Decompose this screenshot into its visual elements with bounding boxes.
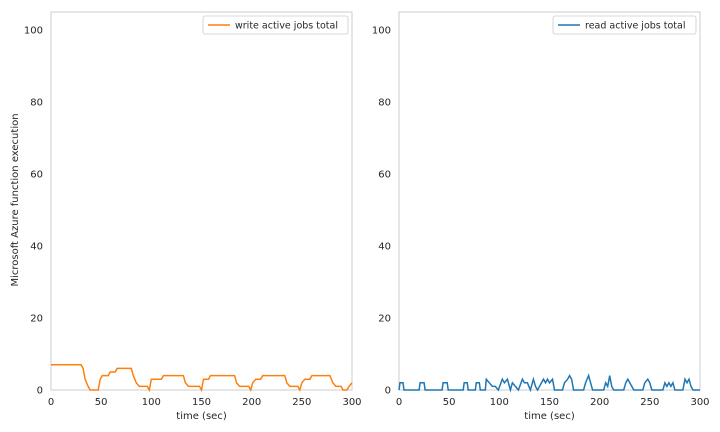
x-tick-label: 150 (540, 397, 559, 408)
series-line-read (398, 373, 700, 393)
x-tick-label: 250 (640, 397, 659, 408)
x-tick-label: 150 (192, 397, 211, 408)
x-ticks-read: 0 50 100 150 200 250 300 (396, 397, 710, 408)
legend-label-write: write active jobs total (235, 21, 338, 32)
x-ticks-write: 0 50 100 150 200 250 300 (48, 397, 362, 408)
y-tick-label: 0 (37, 386, 43, 397)
x-tick-label: 200 (590, 397, 609, 408)
y-tick-label: 60 (378, 170, 391, 181)
x-tick-label: 300 (690, 397, 709, 408)
y-tick-label: 0 (385, 386, 391, 397)
y-tick-label: 100 (372, 26, 391, 37)
x-axis-label-write: time (sec) (176, 411, 227, 422)
x-tick-label: 0 (48, 397, 54, 408)
x-tick-label: 300 (342, 397, 361, 408)
y-tick-label: 40 (378, 242, 391, 253)
legend-label-read: read active jobs total (585, 21, 685, 32)
y-tick-label: 80 (30, 98, 43, 109)
y-axis-label: Microsoft Azure function execution (10, 113, 21, 286)
x-tick-label: 0 (396, 397, 402, 408)
plot-area-write (50, 11, 353, 391)
plot-area-read (398, 11, 701, 391)
legend-box-read (552, 15, 697, 35)
chart-panel-read: 0 20 40 60 80 100 0 50 100 150 200 250 300 time (se… (372, 11, 710, 422)
series-line-write (51, 364, 353, 393)
legend-write: write active jobs total (202, 15, 349, 35)
legend-box-write (202, 15, 349, 35)
y-tick-label: 60 (30, 170, 43, 181)
y-tick-label: 20 (30, 314, 43, 325)
x-axis-label-read: time (sec) (524, 411, 575, 422)
x-tick-label: 200 (242, 397, 261, 408)
y-tick-label: 100 (24, 26, 43, 37)
y-tick-label: 80 (378, 98, 391, 109)
x-tick-label: 100 (142, 397, 161, 408)
legend-read: read active jobs total (552, 15, 697, 35)
y-ticks-write: 0 20 40 60 80 100 (24, 26, 43, 397)
x-tick-label: 50 (443, 397, 456, 408)
y-tick-label: 20 (378, 314, 391, 325)
x-tick-label: 100 (490, 397, 509, 408)
x-tick-label: 250 (292, 397, 311, 408)
x-tick-label: 50 (95, 397, 108, 408)
y-tick-label: 40 (30, 242, 43, 253)
chart-panel-write: 0 20 40 60 80 100 0 50 100 150 200 250 300 time (se… (24, 11, 362, 422)
y-ticks-read: 0 20 40 60 80 100 (372, 26, 391, 397)
